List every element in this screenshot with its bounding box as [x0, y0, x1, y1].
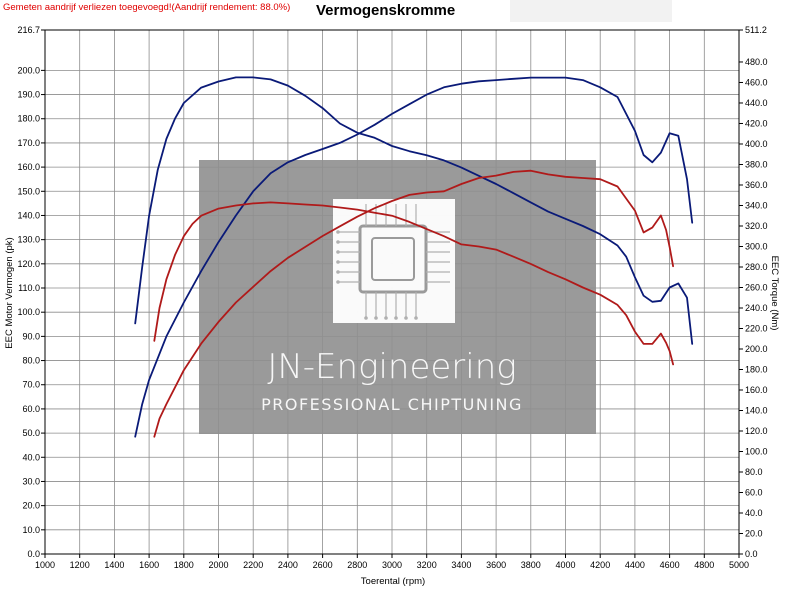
- y-axis-ticks: 0.0 10.0 20.0 30.0 40.0 50.0 60.0 70.0 80.0 90.0 1…: [17, 25, 45, 559]
- y-tick-label: 216.7: [17, 25, 40, 35]
- logo-pad: [374, 316, 378, 320]
- y-tick-label: 100.0: [17, 307, 40, 317]
- y2-tick-label: 80.0: [745, 467, 763, 477]
- x-tick-label: 2400: [278, 560, 298, 570]
- logo-board: [333, 199, 455, 323]
- y2-tick-label: 320.0: [745, 221, 768, 231]
- logo-pad: [336, 280, 340, 284]
- y-tick-label: 30.0: [22, 476, 40, 486]
- x-tick-label: 2600: [313, 560, 333, 570]
- y-tick-label: 150.0: [17, 186, 40, 196]
- y2-tick-label: 380.0: [745, 159, 768, 169]
- logo-pad: [336, 260, 340, 264]
- x-tick-label: 4600: [660, 560, 680, 570]
- y2-tick-label: 200.0: [745, 344, 768, 354]
- y2-tick-label: 160.0: [745, 385, 768, 395]
- y-axis-label: EEC Motor Vermogen (pk): [4, 237, 15, 348]
- y-tick-label: 40.0: [22, 452, 40, 462]
- y-tick-label: 50.0: [22, 428, 40, 438]
- watermark-brand: JN-Engineering: [267, 347, 516, 387]
- x-tick-label: 4800: [694, 560, 714, 570]
- x-tick-label: 3400: [451, 560, 471, 570]
- logo-pad: [404, 316, 408, 320]
- logo-pad: [336, 240, 340, 244]
- y2-tick-label: 20.0: [745, 528, 763, 538]
- watermark-tagline: PROFESSIONAL CHIPTUNING: [261, 395, 523, 414]
- logo-pad: [394, 316, 398, 320]
- y-tick-label: 130.0: [17, 235, 40, 245]
- x-tick-label: 4400: [625, 560, 645, 570]
- y2-tick-label: 240.0: [745, 303, 768, 313]
- y2-tick-label: 0.0: [745, 549, 758, 559]
- logo-pad: [384, 316, 388, 320]
- x-tick-label: 3800: [521, 560, 541, 570]
- y-tick-label: 20.0: [22, 501, 40, 511]
- y-tick-label: 160.0: [17, 162, 40, 172]
- y2-tick-label: 480.0: [745, 57, 768, 67]
- x-tick-label: 3200: [417, 560, 437, 570]
- y-tick-label: 110.0: [18, 283, 40, 293]
- logo-pad: [336, 270, 340, 274]
- y-tick-label: 120.0: [17, 259, 40, 269]
- x-tick-label: 1200: [70, 560, 90, 570]
- y-tick-label: 140.0: [17, 210, 40, 220]
- x-tick-label: 4000: [555, 560, 575, 570]
- y2-tick-label: 280.0: [745, 262, 768, 272]
- y-tick-label: 0.0: [27, 549, 40, 559]
- circuit-chip-logo: [333, 199, 455, 323]
- y-tick-label: 70.0: [22, 380, 40, 390]
- x-tick-label: 1400: [104, 560, 124, 570]
- y-tick-label: 180.0: [17, 114, 40, 124]
- y-tick-label: 200.0: [17, 65, 40, 75]
- y2-axis-ticks: 0.0 20.0 40.0 60.0 80.0 100.0 120.0 140.0 160.0 1…: [739, 25, 768, 559]
- y2-tick-label: 440.0: [745, 98, 768, 108]
- y-tick-label: 90.0: [22, 331, 40, 341]
- y2-tick-label: 60.0: [745, 487, 763, 497]
- logo-pad: [364, 316, 368, 320]
- y2-tick-label: 40.0: [745, 508, 763, 518]
- logo-pad: [414, 316, 418, 320]
- y2-tick-label: 400.0: [745, 139, 768, 149]
- y2-tick-label: 180.0: [745, 364, 768, 374]
- logo-pad: [336, 230, 340, 234]
- y-tick-label: 190.0: [17, 90, 40, 100]
- x-tick-label: 1800: [174, 560, 194, 570]
- y2-axis-label: EEC Torque (Nm): [769, 256, 780, 331]
- logo-pad: [336, 250, 340, 254]
- y2-tick-label: 120.0: [745, 426, 768, 436]
- y2-tick-label: 100.0: [745, 446, 768, 456]
- y-tick-label: 60.0: [22, 404, 40, 414]
- y2-tick-label: 460.0: [745, 77, 768, 87]
- y2-tick-label: 220.0: [745, 323, 768, 333]
- y2-tick-label: 360.0: [745, 180, 768, 190]
- y2-tick-label: 420.0: [745, 118, 768, 128]
- x-tick-label: 2000: [208, 560, 228, 570]
- y2-tick-label: 140.0: [745, 405, 768, 415]
- x-tick-label: 5000: [729, 560, 749, 570]
- y2-tick-label: 511.2: [745, 25, 767, 35]
- y-tick-label: 80.0: [22, 356, 40, 366]
- x-axis-ticks: 1000 1200 1400 1600 1800 2000 2200 2400 2600 2800…: [35, 554, 749, 570]
- y2-tick-label: 260.0: [745, 282, 768, 292]
- x-tick-label: 1600: [139, 560, 159, 570]
- y-tick-label: 10.0: [22, 525, 40, 535]
- y2-tick-label: 340.0: [745, 200, 768, 210]
- x-tick-label: 4200: [590, 560, 610, 570]
- y2-tick-label: 300.0: [745, 241, 768, 251]
- x-tick-label: 2200: [243, 560, 263, 570]
- x-tick-label: 2800: [347, 560, 367, 570]
- x-tick-label: 3600: [486, 560, 506, 570]
- x-axis-label: Toerental (rpm): [361, 576, 425, 587]
- x-tick-label: 3000: [382, 560, 402, 570]
- x-tick-label: 1000: [35, 560, 55, 570]
- y-tick-label: 170.0: [17, 138, 40, 148]
